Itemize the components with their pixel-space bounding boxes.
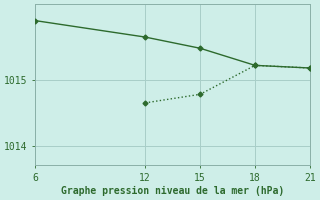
X-axis label: Graphe pression niveau de la mer (hPa): Graphe pression niveau de la mer (hPa) — [61, 186, 284, 196]
